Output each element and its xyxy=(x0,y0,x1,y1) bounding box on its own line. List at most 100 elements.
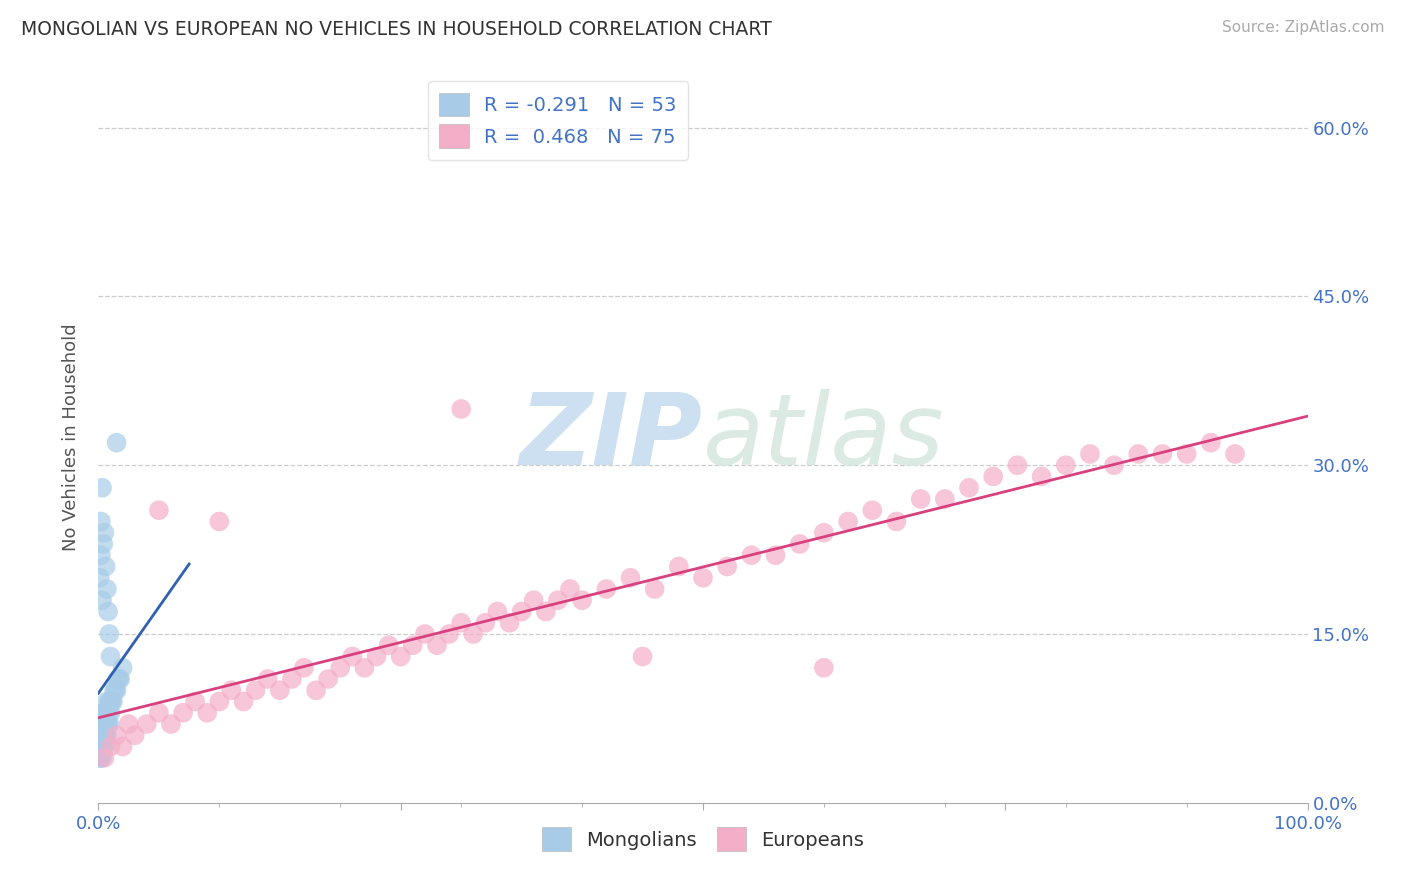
Point xyxy=(934,491,956,506)
Point xyxy=(534,605,557,619)
Point xyxy=(100,694,122,708)
Point xyxy=(389,649,412,664)
Point xyxy=(91,728,114,742)
Point xyxy=(93,739,115,754)
Point xyxy=(97,706,120,720)
Point xyxy=(105,728,128,742)
Point xyxy=(195,706,218,720)
Point xyxy=(523,593,546,607)
Point xyxy=(232,694,254,708)
Point xyxy=(571,593,593,607)
Point xyxy=(765,548,787,562)
Point xyxy=(631,649,654,664)
Point xyxy=(281,672,304,686)
Point xyxy=(105,435,128,450)
Point xyxy=(89,739,111,754)
Point xyxy=(91,593,114,607)
Point xyxy=(486,605,509,619)
Point xyxy=(90,717,112,731)
Point xyxy=(353,661,375,675)
Point xyxy=(450,401,472,416)
Point xyxy=(96,728,118,742)
Point xyxy=(101,694,124,708)
Point xyxy=(118,717,141,731)
Point xyxy=(160,717,183,731)
Point xyxy=(98,717,121,731)
Point xyxy=(98,627,121,641)
Point xyxy=(172,706,194,720)
Point xyxy=(886,515,908,529)
Point xyxy=(148,503,170,517)
Text: ZIP: ZIP xyxy=(520,389,703,485)
Point xyxy=(100,649,122,664)
Point xyxy=(91,739,114,754)
Point xyxy=(107,672,129,686)
Point xyxy=(124,728,146,742)
Point xyxy=(97,717,120,731)
Point xyxy=(1152,447,1174,461)
Point xyxy=(221,683,243,698)
Point xyxy=(90,515,112,529)
Point xyxy=(98,694,121,708)
Point xyxy=(91,706,114,720)
Point xyxy=(90,751,112,765)
Point xyxy=(91,739,114,754)
Point xyxy=(837,515,859,529)
Point xyxy=(108,672,131,686)
Point xyxy=(93,706,115,720)
Point xyxy=(510,605,533,619)
Point xyxy=(595,582,617,596)
Point xyxy=(619,571,641,585)
Point xyxy=(94,717,117,731)
Point xyxy=(104,683,127,698)
Point xyxy=(716,559,738,574)
Point xyxy=(813,525,835,540)
Point xyxy=(208,694,231,708)
Point xyxy=(184,694,207,708)
Point xyxy=(1223,447,1246,461)
Point xyxy=(103,683,125,698)
Point xyxy=(437,627,460,641)
Point xyxy=(91,728,114,742)
Point xyxy=(93,751,115,765)
Point xyxy=(89,571,111,585)
Point xyxy=(93,525,115,540)
Point xyxy=(644,582,666,596)
Point xyxy=(256,672,278,686)
Point xyxy=(148,706,170,720)
Point xyxy=(305,683,328,698)
Point xyxy=(91,717,114,731)
Point xyxy=(111,739,134,754)
Point xyxy=(100,739,122,754)
Point xyxy=(108,672,131,686)
Point xyxy=(342,649,364,664)
Point xyxy=(89,751,111,765)
Point xyxy=(93,717,115,731)
Point xyxy=(1078,447,1101,461)
Point xyxy=(91,751,114,765)
Point xyxy=(135,717,157,731)
Point xyxy=(91,717,114,731)
Text: atlas: atlas xyxy=(703,389,945,485)
Point xyxy=(100,694,122,708)
Point xyxy=(1007,458,1029,473)
Point xyxy=(981,469,1004,483)
Point xyxy=(1054,458,1077,473)
Text: MONGOLIAN VS EUROPEAN NO VEHICLES IN HOUSEHOLD CORRELATION CHART: MONGOLIAN VS EUROPEAN NO VEHICLES IN HOU… xyxy=(21,20,772,38)
Point xyxy=(96,717,118,731)
Point xyxy=(90,728,112,742)
Point xyxy=(668,559,690,574)
Point xyxy=(245,683,267,698)
Point xyxy=(105,683,128,698)
Point xyxy=(94,559,117,574)
Point xyxy=(413,627,436,641)
Point xyxy=(366,649,388,664)
Point xyxy=(316,672,339,686)
Point xyxy=(860,503,883,517)
Point xyxy=(910,491,932,506)
Point xyxy=(100,706,122,720)
Point xyxy=(111,661,134,675)
Y-axis label: No Vehicles in Household: No Vehicles in Household xyxy=(62,323,80,551)
Point xyxy=(740,548,762,562)
Point xyxy=(90,548,112,562)
